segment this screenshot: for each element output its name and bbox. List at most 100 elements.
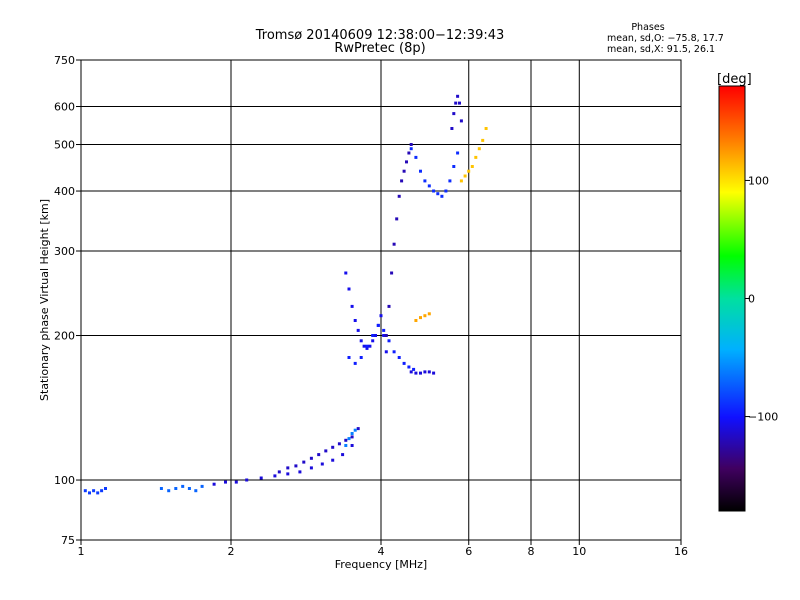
data-point-12-1	[347, 437, 351, 441]
data-point-2-6	[286, 472, 290, 476]
x-tick-label-3: 6	[465, 545, 472, 558]
data-point-4-4	[356, 328, 360, 332]
data-point-5-9	[397, 356, 401, 359]
data-point-5-11	[407, 365, 411, 369]
data-point-6-4	[427, 370, 431, 374]
data-point-1-2	[174, 487, 178, 490]
data-point-10-3	[470, 165, 474, 168]
data-point-3-0	[277, 470, 281, 474]
data-point-8-11	[456, 151, 460, 155]
data-point-7-2	[390, 271, 394, 275]
data-point-2-8	[309, 466, 313, 470]
data-point-8-9	[448, 179, 452, 183]
data-point-5-6	[382, 328, 386, 332]
data-point-8-10	[452, 165, 456, 168]
colorbar-tick-label-0: 100	[748, 174, 769, 187]
colorbar-ticks: 100 0 −100	[745, 174, 778, 424]
data-point-6-5	[432, 371, 436, 375]
data-point-8-4	[427, 184, 431, 188]
colorbar-tick-label-2: −100	[748, 411, 778, 424]
data-point-3-8	[337, 442, 341, 446]
data-point-10-1	[463, 174, 467, 178]
stats-line-x: mean, sd,X: 91.5, 26.1	[607, 44, 715, 55]
data-point-5-3	[365, 344, 369, 348]
data-point-11-1	[419, 316, 422, 320]
data-point-1-5	[194, 489, 198, 493]
data-point-4-9	[371, 339, 375, 343]
data-point-3-7	[331, 445, 335, 449]
x-tick-label-1: 2	[228, 545, 235, 558]
chart-title: Tromsø 20140609 12:38:00−12:39:43	[255, 28, 505, 43]
data-point-10-2	[467, 169, 471, 173]
y-tick-label-6: 600	[54, 101, 75, 114]
data-point-12-0	[344, 444, 348, 447]
data-point-5-8	[392, 350, 396, 354]
data-point-9-0	[450, 127, 454, 130]
stats-heading: Phases	[631, 22, 664, 33]
data-point-5-10	[402, 361, 406, 365]
data-point-2-4	[259, 476, 263, 480]
data-points	[83, 94, 488, 495]
data-point-7-7	[402, 169, 406, 173]
data-point-9-2	[454, 101, 458, 105]
data-point-3-11	[356, 427, 360, 431]
x-tick-label-0: 1	[78, 545, 85, 558]
data-point-10-6	[481, 138, 485, 142]
data-point-3-5	[317, 453, 321, 457]
data-point-5-4	[371, 334, 375, 337]
x-tick-labels: 1 2 4 6 8 10 16	[78, 540, 688, 558]
data-point-8-3	[423, 179, 427, 183]
y-tick-label-0: 75	[61, 534, 75, 547]
data-point-0-3	[96, 491, 100, 495]
data-point-8-7	[440, 194, 444, 198]
data-point-6-0	[409, 370, 413, 374]
x-tick-label-4: 8	[528, 545, 535, 558]
data-point-5-5	[376, 323, 380, 327]
data-point-10-7	[484, 127, 488, 130]
data-point-7-0	[384, 334, 388, 337]
grid-lines	[81, 60, 681, 540]
data-point-5-1	[353, 361, 357, 365]
data-point-4-14	[384, 350, 388, 354]
data-point-2-11	[341, 453, 345, 457]
data-point-2-1	[224, 480, 227, 484]
data-point-10-0	[459, 179, 463, 183]
data-point-0-1	[88, 491, 91, 495]
data-point-1-1	[167, 489, 171, 493]
data-point-8-1	[414, 155, 418, 159]
data-point-7-6	[400, 179, 404, 183]
data-point-2-10	[331, 458, 335, 462]
data-point-8-0	[409, 147, 413, 151]
x-axis-label: Frequency [MHz]	[335, 558, 427, 571]
data-point-6-3	[423, 370, 427, 374]
data-point-8-8	[444, 189, 448, 193]
data-point-9-4	[458, 101, 461, 105]
chart-subtitle: RwPretec (8p)	[334, 41, 425, 56]
data-point-5-7	[387, 339, 391, 343]
data-point-5-2	[359, 356, 363, 359]
data-point-7-8	[405, 160, 408, 164]
data-point-10-5	[477, 147, 481, 151]
data-point-4-10	[374, 334, 377, 337]
data-point-12-2	[350, 432, 354, 435]
y-tick-labels: 75 100 200 300 400 500 600 750	[54, 54, 81, 547]
data-point-3-2	[294, 464, 298, 468]
data-point-6-2	[419, 371, 422, 375]
data-point-1-4	[187, 487, 191, 490]
data-point-7-5	[397, 194, 401, 198]
data-point-2-9	[320, 462, 324, 466]
data-point-3-4	[309, 456, 313, 460]
data-point-10-4	[474, 155, 478, 159]
data-point-4-3	[353, 319, 357, 322]
data-point-0-4	[100, 489, 104, 493]
data-point-0-5	[104, 487, 107, 490]
data-point-2-12	[350, 444, 354, 447]
data-point-4-0	[344, 271, 348, 275]
data-point-11-3	[427, 312, 431, 316]
data-point-1-3	[181, 484, 185, 488]
data-point-4-2	[350, 304, 354, 308]
data-point-7-1	[387, 304, 391, 308]
y-tick-label-3: 300	[54, 245, 75, 258]
